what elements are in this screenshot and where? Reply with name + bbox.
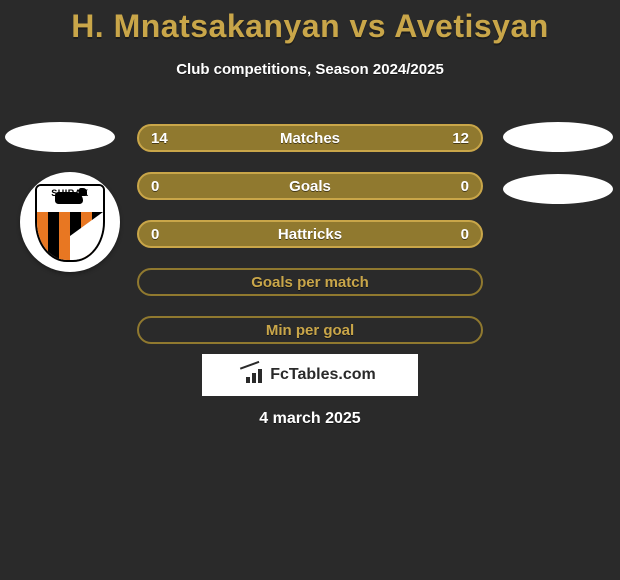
stat-bar-label: Matches [280,130,340,147]
watermark-text: FcTables.com [270,366,376,384]
stat-bar-label: Goals [289,178,331,195]
stat-bar-left-value: 14 [151,130,168,147]
date-label: 4 march 2025 [0,410,620,428]
player-right-photo-placeholder [503,122,613,152]
stat-bar-left-value: 0 [151,178,159,195]
stat-bar-label: Min per goal [266,322,354,339]
stat-bar: Hattricks 0 0 [137,220,483,248]
player-left-club-badge: SHIRAK [20,172,120,272]
page-title: H. Mnatsakanyan vs Avetisyan [0,0,620,45]
stats-bars: Matches 14 12 Goals 0 0 Hattricks 0 0 Goals per m… [137,124,483,364]
watermark: FcTables.com [202,354,418,396]
stat-bar-left-value: 0 [151,226,159,243]
stat-bar-right-value: 0 [461,226,469,243]
chart-icon [244,367,264,383]
stat-bar: Matches 14 12 [137,124,483,152]
subtitle: Club competitions, Season 2024/2025 [0,61,620,78]
stat-bar-label: Goals per match [251,274,369,291]
stat-bar: Goals 0 0 [137,172,483,200]
stat-bar-label: Hattricks [278,226,342,243]
player-left-photo-placeholder [5,122,115,152]
stat-bar-right-value: 0 [461,178,469,195]
stat-bar-right-value: 12 [452,130,469,147]
stat-bar: Min per goal [137,316,483,344]
player-right-club-placeholder [503,174,613,204]
comparison-card: H. Mnatsakanyan vs Avetisyan Club compet… [0,0,620,580]
stat-bar: Goals per match [137,268,483,296]
club-badge-text: SHIRAK [30,188,110,198]
